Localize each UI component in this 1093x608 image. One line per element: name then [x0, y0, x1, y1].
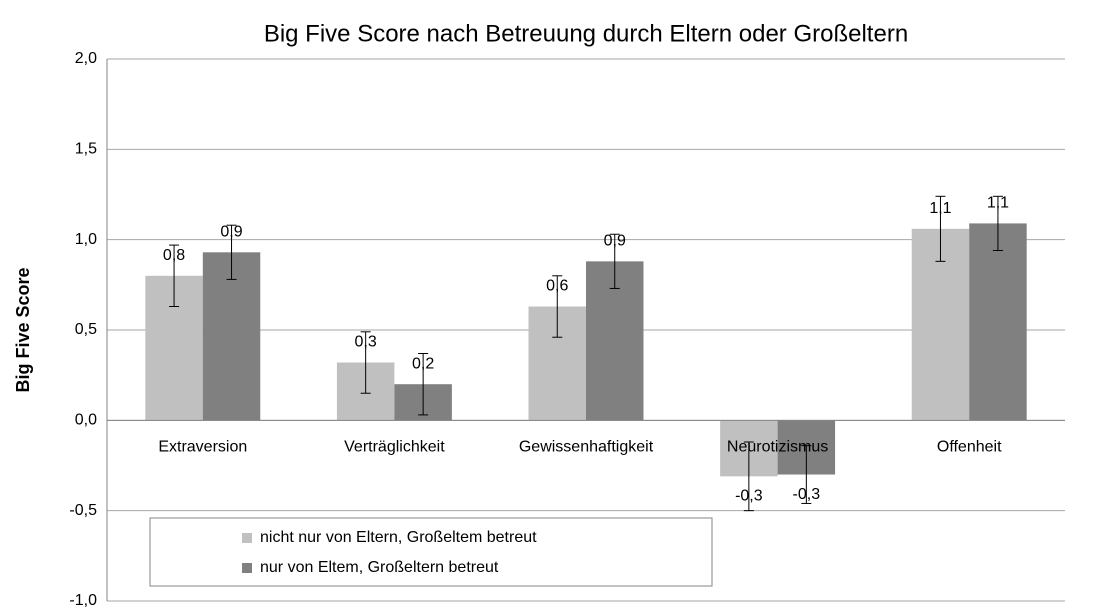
- x-tick-label: Offenheit: [937, 439, 1002, 456]
- legend-label: nicht nur von Eltern, Großeltem betreut: [260, 529, 537, 546]
- x-tick-label: Gewissenhaftigkeit: [519, 439, 654, 456]
- value-label: 0,8: [163, 247, 185, 264]
- value-label: 0,2: [412, 355, 434, 372]
- value-label: 0,9: [604, 233, 626, 250]
- x-tick-label: Extraversion: [158, 439, 247, 456]
- legend-box: [149, 517, 713, 587]
- bar: [202, 252, 261, 421]
- value-label: 1,1: [987, 195, 1009, 212]
- value-label: -0,3: [735, 488, 763, 505]
- y-tick-label: 2,0: [75, 50, 97, 67]
- y-tick-label: 0,0: [75, 412, 97, 429]
- y-tick-label: 1,5: [75, 141, 97, 158]
- legend-swatch: [242, 533, 252, 543]
- value-label: -0,3: [793, 486, 821, 503]
- value-label: 0,9: [220, 224, 242, 241]
- y-tick-label: 0,5: [75, 321, 97, 338]
- legend-swatch: [242, 563, 252, 573]
- value-label: 0,3: [355, 334, 377, 351]
- y-axis-label: Big Five Score: [13, 267, 33, 392]
- y-tick-label: -1,0: [69, 592, 97, 608]
- chart-title: Big Five Score nach Betreuung durch Elte…: [264, 20, 908, 47]
- legend-label: nur von Eltem, Großeltern betreut: [260, 559, 499, 576]
- y-tick-label: -0,5: [69, 502, 97, 519]
- value-label: 0,6: [546, 278, 568, 295]
- y-tick-label: 1,0: [75, 231, 97, 248]
- x-tick-label: Neurotizismus: [727, 439, 828, 456]
- value-label: 1,1: [929, 200, 951, 217]
- bar: [969, 223, 1027, 421]
- x-tick-label: Verträglichkeit: [344, 439, 445, 456]
